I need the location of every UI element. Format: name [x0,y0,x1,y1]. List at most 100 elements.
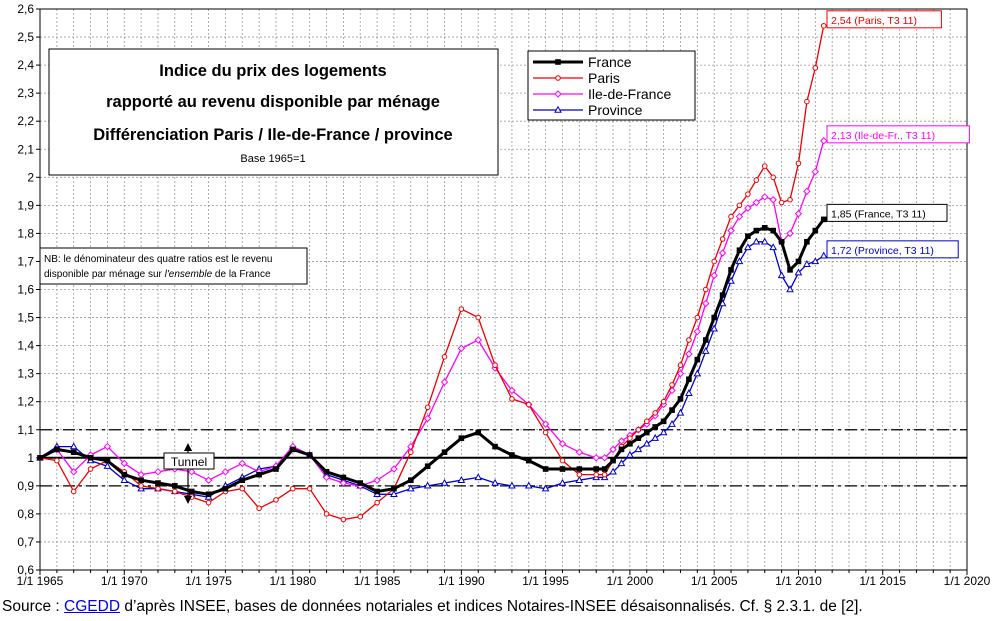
data-point [457,344,466,353]
data-point [753,227,760,234]
data-point [760,237,769,245]
data-point [820,23,827,29]
data-point [441,449,448,455]
data-point [239,477,246,484]
note-segment: NB: le dénominateur des quatre ratios es… [44,254,272,265]
data-point [424,463,431,470]
data-point [761,224,768,231]
data-point [668,419,676,427]
data-point [786,229,794,238]
data-point [819,251,828,259]
data-point [794,268,803,276]
data-point [554,105,562,113]
legend-label: Province [588,102,643,118]
data-point [728,267,734,273]
data-point [558,440,567,448]
data-point [357,513,364,520]
data-point [787,267,793,273]
data-point [423,414,432,423]
end-label-box [826,240,959,259]
x-tick-label: 1/1 2015 [859,574,906,588]
data-point [635,426,642,433]
data-point [795,258,802,265]
data-point [138,477,144,484]
source-suffix: d’après INSEE, bases de données notarial… [120,598,863,615]
data-point [120,476,129,483]
data-point [70,449,77,455]
y-tick-label: 2,1 [17,142,34,156]
y-tick-label: 2,3 [17,86,34,100]
y-tick-label: 0,9 [17,479,34,493]
data-point [812,227,819,234]
data-point [609,467,617,475]
data-point [820,216,827,223]
data-point [769,243,778,251]
data-point [205,499,212,506]
data-point [374,488,380,495]
data-point [458,435,465,441]
data-point [736,247,743,254]
data-point [339,479,348,487]
data-point [424,404,431,411]
x-tick-label: 1/1 1990 [438,574,485,588]
tunnel-label: Tunnel [171,455,207,469]
data-point [685,350,693,358]
end-label-box [826,125,970,144]
y-tick-label: 1,1 [17,423,34,437]
x-tick-label: 1/1 1980 [269,574,316,588]
data-point [555,75,561,81]
chart-title-line-1: Indice du prix des logements [159,62,386,80]
data-point [340,474,347,481]
data-point [559,457,566,464]
y-tick-label: 2,4 [17,58,34,72]
data-point [357,480,364,486]
data-point [736,202,743,209]
data-point [600,454,609,462]
data-point [686,376,692,383]
data-point [702,286,709,293]
data-point [635,435,642,441]
data-point [239,485,246,492]
data-point [37,455,43,461]
data-point [54,446,60,453]
data-point [542,466,549,472]
source-prefix: Source : [2,598,65,615]
data-point [103,461,112,469]
end-label-box [826,10,942,29]
data-point [593,466,599,472]
data-point [643,418,650,425]
data-point [576,466,583,472]
data-point [693,369,702,377]
data-point [323,511,330,517]
data-point [525,401,532,408]
data-point [475,429,482,436]
data-point [576,471,583,478]
data-point [541,484,550,492]
note-segment: l'ensemble [165,269,213,280]
chart-title-line-2: rapporté au revenu disponible par ménage [106,93,440,111]
y-tick-label: 1,3 [17,367,34,381]
data-point [811,257,820,265]
end-label: 1,85 (France, T3 11) [831,208,926,220]
data-point [643,429,650,436]
data-point [634,445,643,453]
data-point [441,354,448,360]
data-point [770,227,776,234]
data-point [221,468,230,476]
data-point [440,478,449,486]
data-point [87,466,94,472]
data-point [172,488,178,495]
data-point [669,407,675,413]
data-point [120,459,128,468]
data-point [701,346,710,354]
data-point [70,468,78,476]
data-point [686,337,692,343]
y-tick-label: 0,8 [17,507,34,521]
y-tick-label: 1,8 [17,226,34,240]
data-point [618,446,625,453]
cgedd-link[interactable]: CGEDD [64,598,121,615]
data-point [770,174,776,181]
data-point [804,239,810,245]
data-point [786,285,794,293]
data-point [660,398,667,405]
